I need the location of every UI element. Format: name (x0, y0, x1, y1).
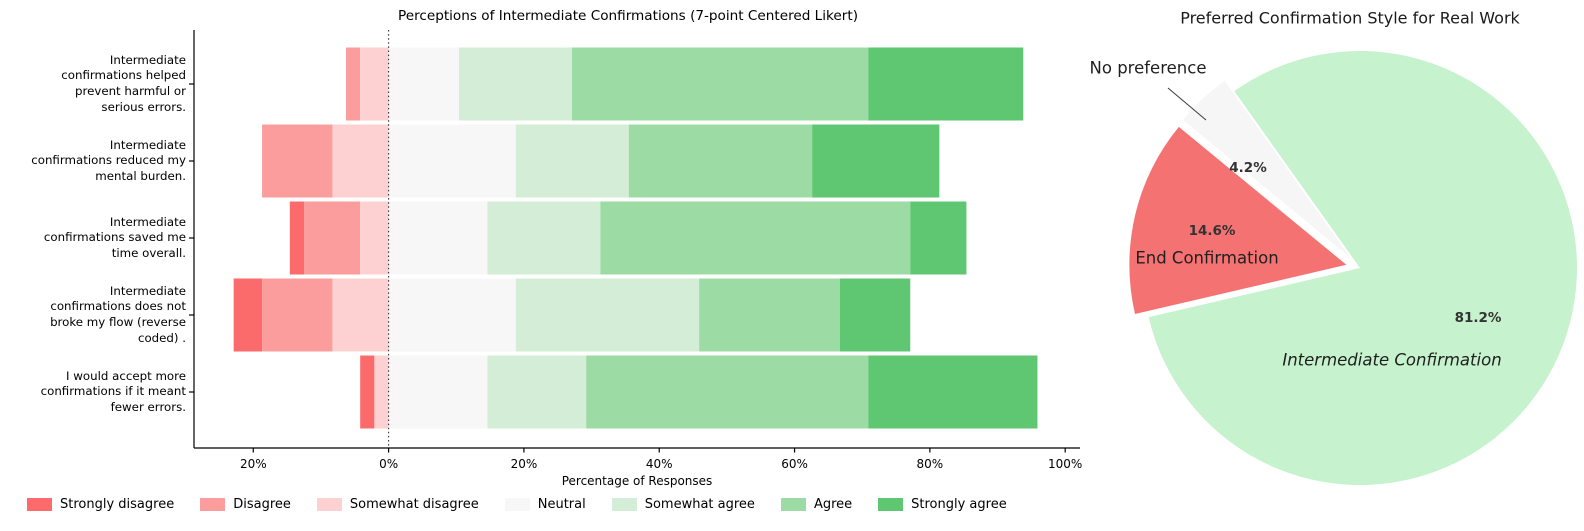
category-label: Intermediate confirmations helped prevent … (61, 52, 186, 114)
bar-segment (586, 355, 869, 429)
legend-label: Strongly disagree (60, 497, 175, 512)
category-label: Intermediate confirmations saved me time o… (43, 214, 186, 260)
bar-segment (388, 47, 459, 121)
legend-color-swatch (316, 498, 342, 511)
pie-slice-label-no-preference: No preference (1089, 58, 1207, 78)
x-axis-label: Percentage of Responses (561, 474, 713, 488)
bar-segment (304, 201, 361, 275)
bar-segment (487, 355, 587, 429)
legend-item: Somewhat agree (611, 497, 755, 512)
bar-segment (332, 124, 389, 198)
legend-color-swatch (780, 498, 806, 511)
bar-segment (487, 201, 601, 275)
bar-segment (332, 278, 389, 352)
bar-segment (289, 201, 305, 275)
bar-segment (458, 47, 572, 121)
legend-label: Neutral (537, 497, 586, 512)
x-tick-label: 0% (379, 457, 398, 471)
legend-color-swatch (878, 498, 904, 511)
pie-chart-title: Preferred Confirmation Style for Real Wo… (1180, 8, 1520, 28)
category-label: Intermediate confirmations does not broke … (50, 283, 186, 345)
legend-item: Somewhat disagree (316, 497, 479, 512)
bar-segment (812, 124, 940, 198)
x-tick-label: 40% (646, 457, 673, 471)
legend-item: Neutral (504, 497, 586, 512)
bar-segment (374, 355, 389, 429)
bar-segment (360, 201, 389, 275)
legend-item: Strongly agree (878, 497, 1007, 512)
legend-label: Agree (813, 497, 853, 512)
pie-slice-label-intermediate-confirmation: Intermediate Confirmation (1282, 350, 1502, 370)
pie-slice (1148, 51, 1577, 486)
bar-segment (388, 201, 488, 275)
pie-slice (1182, 80, 1351, 258)
bar-segment (910, 201, 967, 275)
bar-segment (360, 355, 375, 429)
bar-segment (233, 278, 263, 352)
bar-segment (262, 278, 333, 352)
pie-slice (1129, 126, 1347, 314)
legend-label: Strongly agree (911, 497, 1007, 512)
bar-segment (600, 201, 911, 275)
legend-item: Disagree (200, 497, 291, 512)
bar-segment (360, 47, 389, 121)
legend-color-swatch (504, 498, 530, 511)
bar-segment (388, 278, 516, 352)
bar-segment (699, 278, 840, 352)
x-tick-label: 60% (781, 457, 808, 471)
category-label: I would accept more confirmations if it m… (40, 368, 186, 414)
x-tick-label: 20% (511, 457, 538, 471)
bar-segment (262, 124, 333, 198)
legend-label: Disagree (233, 497, 291, 512)
category-label: Intermediate confirmations reduced my ment… (31, 137, 186, 183)
legend-color-swatch (200, 498, 226, 511)
legend-label: Somewhat agree (644, 497, 755, 512)
x-tick-label: 80% (917, 457, 944, 471)
legend-item: Strongly disagree (27, 497, 174, 512)
bar-segment (628, 124, 813, 198)
x-tick-label: 100% (1048, 457, 1082, 471)
likert-legend: Strongly disagree Disagree Somewhat disagr… (27, 497, 1007, 512)
bar-segment (345, 47, 361, 121)
bar-segment (515, 124, 629, 198)
legend-color-swatch (611, 498, 637, 511)
bar-segment (571, 47, 869, 121)
legend-item: Agree (780, 497, 853, 512)
bar-segment (868, 47, 1024, 121)
likert-chart-title: Perceptions of Intermediate Confirmation… (397, 8, 859, 24)
legend-label: Somewhat disagree (349, 497, 479, 512)
x-tick-label: 20% (240, 457, 267, 471)
pie-slice-label-end-confirmation: End Confirmation (1135, 248, 1279, 268)
legend-color-swatch (27, 498, 52, 511)
bar-segment (868, 355, 1038, 429)
bar-segment (388, 355, 488, 429)
pie-percentage-label: 4.2% (1229, 160, 1267, 176)
bar-segment (515, 278, 700, 352)
pie-percentage-label: 14.6% (1188, 223, 1236, 239)
bar-segment (839, 278, 911, 352)
pie-annotation-line (1167, 87, 1207, 121)
pie-percentage-label: 81.2% (1454, 310, 1502, 326)
bar-segment (388, 124, 516, 198)
